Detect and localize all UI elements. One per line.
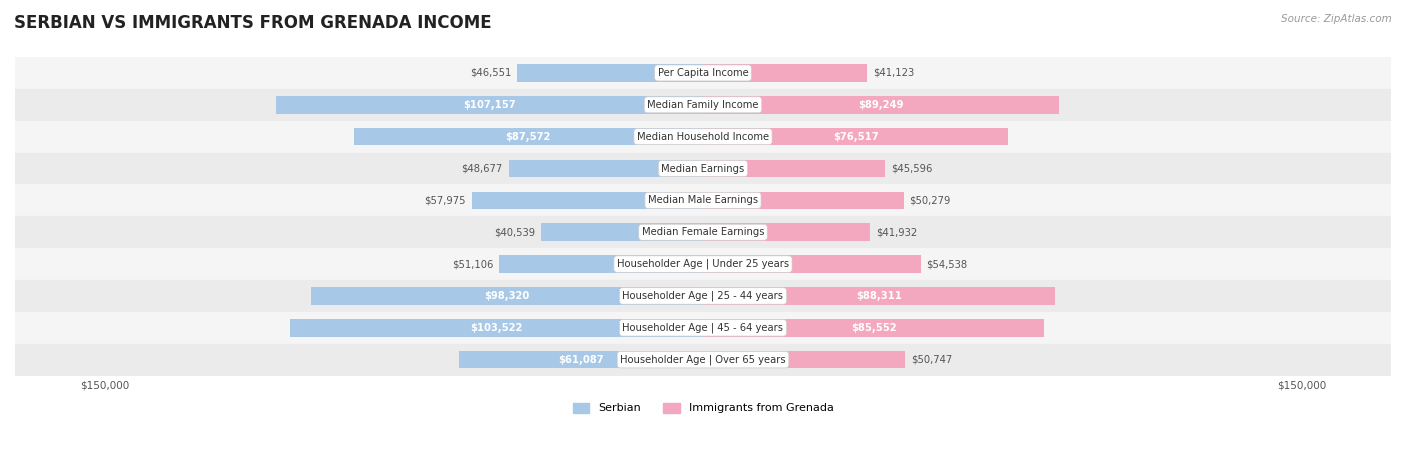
Bar [472, 191, 703, 209]
Bar [703, 191, 904, 209]
Text: $89,249: $89,249 [858, 100, 904, 110]
Text: $54,538: $54,538 [927, 259, 967, 269]
Bar [509, 160, 703, 177]
Text: SERBIAN VS IMMIGRANTS FROM GRENADA INCOME: SERBIAN VS IMMIGRANTS FROM GRENADA INCOM… [14, 14, 492, 32]
Bar [276, 96, 703, 113]
Text: Householder Age | Under 25 years: Householder Age | Under 25 years [617, 259, 789, 269]
Text: $61,087: $61,087 [558, 354, 605, 365]
Bar [703, 96, 1059, 113]
Text: Source: ZipAtlas.com: Source: ZipAtlas.com [1281, 14, 1392, 24]
Text: Householder Age | 45 - 64 years: Householder Age | 45 - 64 years [623, 323, 783, 333]
Bar [703, 255, 921, 273]
Text: $50,747: $50,747 [911, 354, 953, 365]
Bar [517, 64, 703, 82]
Bar [15, 248, 1391, 280]
Bar [703, 224, 870, 241]
Text: Median Male Earnings: Median Male Earnings [648, 195, 758, 205]
Text: $48,677: $48,677 [461, 163, 503, 174]
Bar [15, 57, 1391, 89]
Text: $41,932: $41,932 [876, 227, 918, 237]
Text: Median Family Income: Median Family Income [647, 100, 759, 110]
Text: $57,975: $57,975 [425, 195, 465, 205]
Bar [290, 319, 703, 337]
Text: $41,123: $41,123 [873, 68, 914, 78]
Text: Householder Age | Over 65 years: Householder Age | Over 65 years [620, 354, 786, 365]
Bar [15, 312, 1391, 344]
Text: Per Capita Income: Per Capita Income [658, 68, 748, 78]
Text: $45,596: $45,596 [891, 163, 932, 174]
Bar [703, 319, 1045, 337]
Bar [15, 121, 1391, 153]
Text: Householder Age | 25 - 44 years: Householder Age | 25 - 44 years [623, 290, 783, 301]
Bar [15, 280, 1391, 312]
Text: Median Earnings: Median Earnings [661, 163, 745, 174]
Bar [541, 224, 703, 241]
Text: $51,106: $51,106 [451, 259, 494, 269]
Text: $40,539: $40,539 [494, 227, 536, 237]
Bar [499, 255, 703, 273]
Bar [703, 351, 905, 368]
Text: $87,572: $87,572 [506, 132, 551, 142]
Bar [15, 89, 1391, 121]
Bar [15, 344, 1391, 375]
Bar [354, 128, 703, 145]
Text: $107,157: $107,157 [463, 100, 516, 110]
Text: $50,279: $50,279 [910, 195, 950, 205]
Bar [311, 287, 703, 304]
Bar [703, 287, 1056, 304]
Text: $46,551: $46,551 [470, 68, 512, 78]
Bar [15, 184, 1391, 216]
Text: Median Female Earnings: Median Female Earnings [641, 227, 765, 237]
Text: $76,517: $76,517 [832, 132, 879, 142]
Bar [703, 128, 1008, 145]
Legend: Serbian, Immigrants from Grenada: Serbian, Immigrants from Grenada [568, 398, 838, 418]
Text: $85,552: $85,552 [851, 323, 897, 333]
Text: Median Household Income: Median Household Income [637, 132, 769, 142]
Bar [703, 160, 884, 177]
Text: $88,311: $88,311 [856, 291, 903, 301]
Text: $103,522: $103,522 [471, 323, 523, 333]
Bar [15, 216, 1391, 248]
Bar [460, 351, 703, 368]
Text: $98,320: $98,320 [484, 291, 530, 301]
Bar [15, 153, 1391, 184]
Bar [703, 64, 868, 82]
